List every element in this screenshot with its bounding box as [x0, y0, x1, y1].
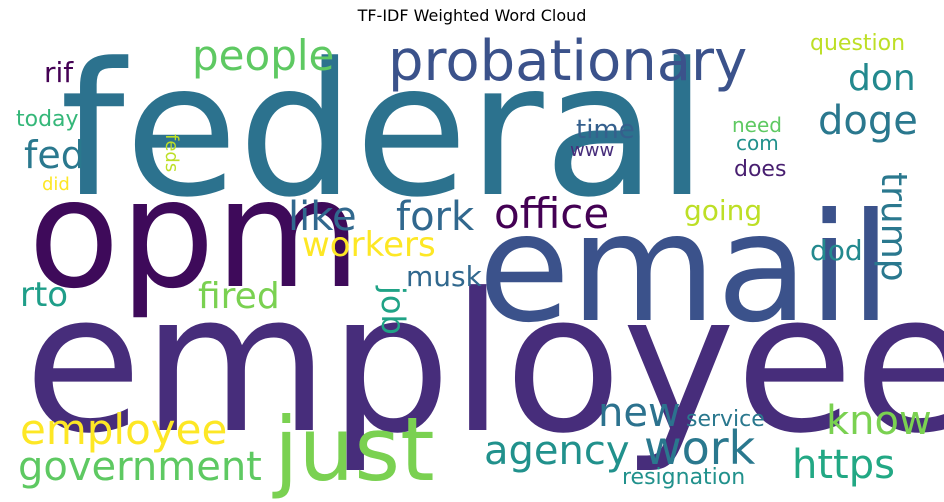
word-com: com: [736, 131, 779, 155]
word-www: www: [570, 140, 614, 161]
word-email: email: [478, 182, 892, 356]
word-employees: employees: [24, 253, 944, 476]
word-service: service: [686, 407, 765, 432]
word-fed: fed: [24, 133, 85, 177]
word-opm: opm: [28, 148, 361, 322]
chart-title: TF-IDF Weighted Word Cloud: [357, 6, 587, 25]
word-going: going: [684, 194, 762, 227]
word-question: question: [810, 31, 905, 56]
word-need: need: [732, 113, 782, 137]
word-today: today: [16, 107, 79, 132]
word-government: government: [18, 444, 262, 490]
word-did: did: [42, 174, 70, 195]
word-workers: workers: [302, 225, 436, 265]
word-fired: fired: [198, 276, 280, 317]
word-work: work: [644, 421, 756, 475]
word-feds: feds: [161, 134, 182, 172]
word-rif: rif: [44, 56, 74, 89]
word-know: know: [826, 398, 932, 444]
word-employee: employee: [20, 405, 227, 454]
word-just: just: [272, 398, 435, 501]
word-doge: doge: [818, 98, 918, 144]
word-https: https: [792, 442, 895, 488]
word-rto: rto: [20, 275, 68, 315]
word-like: like: [288, 194, 357, 240]
word-trump: trump: [873, 172, 914, 282]
word-office: office: [494, 189, 609, 238]
word-time: time: [576, 115, 635, 145]
word-musk: musk: [406, 260, 483, 293]
word-don: don: [848, 58, 916, 99]
word-resignation: resignation: [622, 465, 745, 490]
word-people: people: [192, 31, 334, 80]
word-federal: federal: [60, 24, 708, 238]
word-new: new: [598, 390, 681, 436]
word-does: does: [734, 157, 786, 182]
word-fork: fork: [396, 194, 475, 240]
word-probationary: probationary: [388, 29, 747, 94]
word-dod: dod: [810, 234, 863, 267]
word-job: job: [374, 285, 412, 335]
word-agency: agency: [484, 428, 630, 474]
